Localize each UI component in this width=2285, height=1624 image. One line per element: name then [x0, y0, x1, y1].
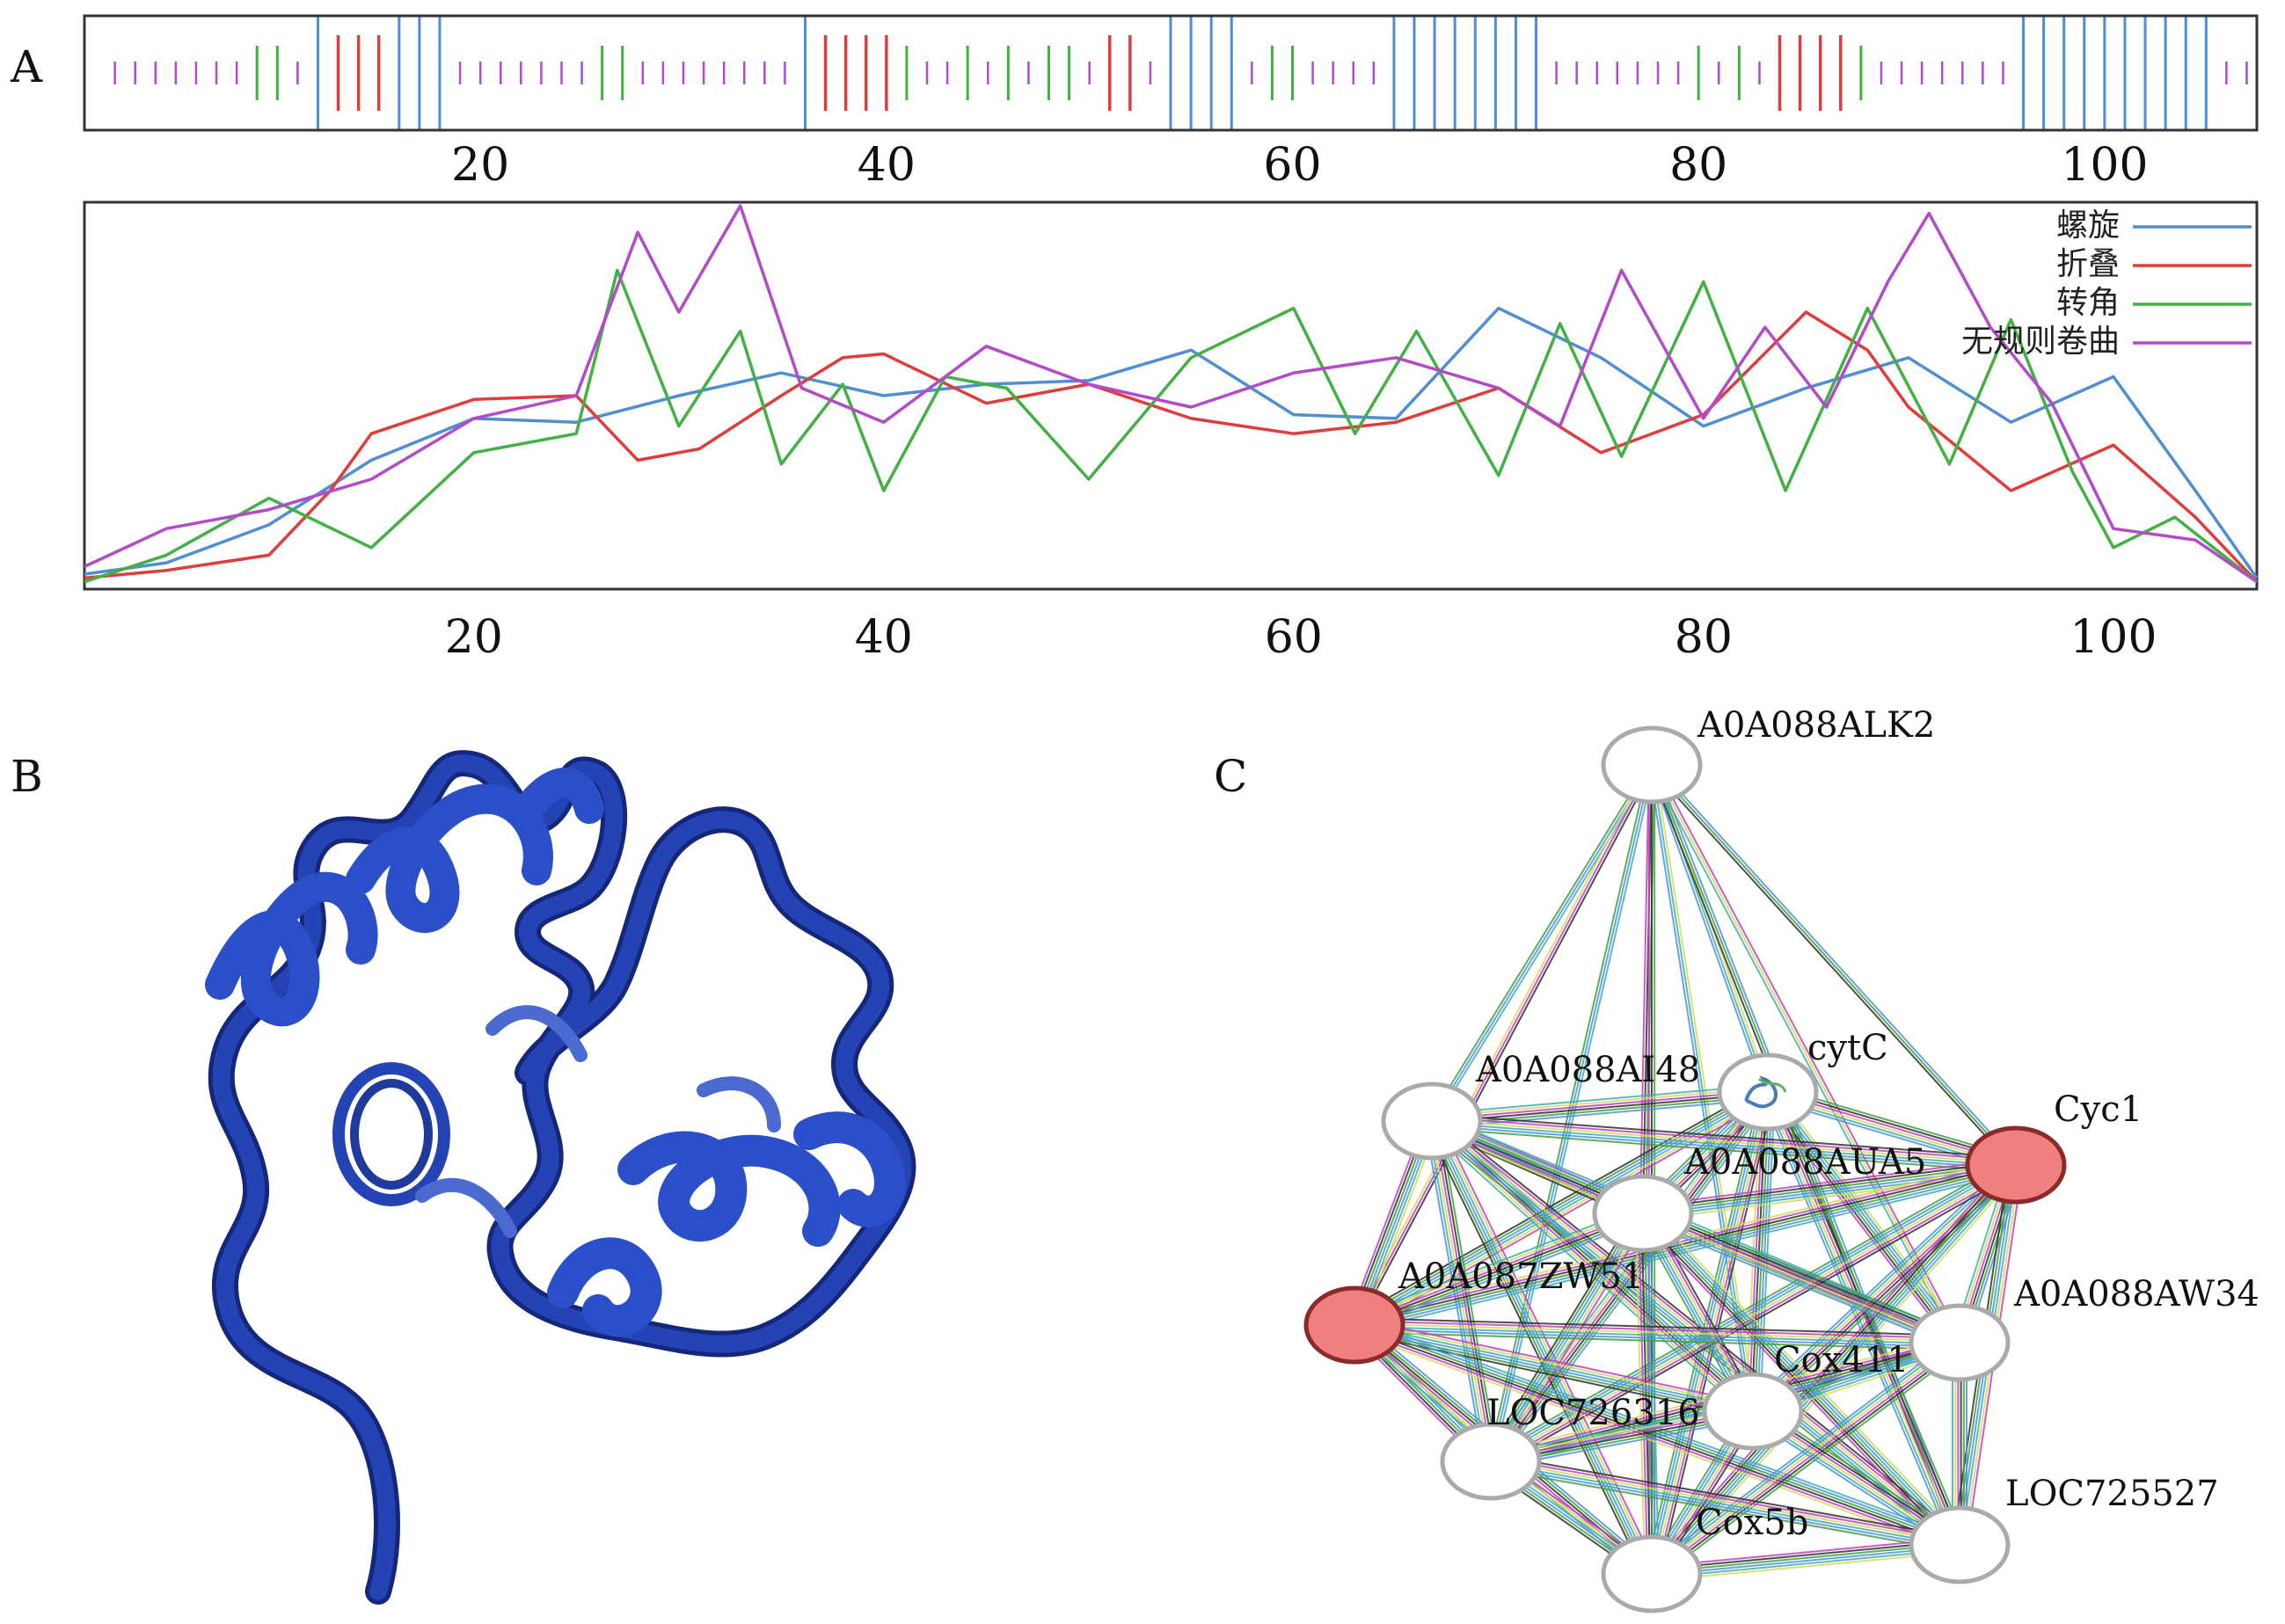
node-label: Cox411 [1774, 1340, 1909, 1380]
legend-label-helix: 螺旋 [2056, 208, 2120, 244]
node-Cox5b [1601, 1534, 1703, 1613]
node-label: A0A087ZW51 [1398, 1256, 1644, 1297]
chart-lines [84, 204, 2259, 584]
edge-A0A088AI48-Cyc1 [1431, 1113, 2017, 1173]
node-label: Cyc1 [2054, 1089, 2143, 1130]
chart-frame [83, 200, 2259, 591]
interaction-network: A0A088ALK2 cytC A0A088AI48 Cyc1 A0A088AUA5 A0… [1303, 705, 2259, 1613]
legend-label-turn: 转角 [2056, 285, 2120, 321]
edge-cytC-A0A088AW34 [1761, 1087, 1967, 1348]
node-label: LOC726316 [1486, 1393, 1700, 1433]
network-nodes [1303, 725, 2067, 1613]
track-marks [113, 17, 2248, 129]
panel-label-b: B [11, 751, 43, 802]
node-A0A088AW34 [1909, 1303, 2011, 1382]
edge-A0A088ALK2-A0A088AW34 [1648, 763, 1963, 1344]
panel-label-a: A [10, 41, 43, 92]
node-label: cytC [1807, 1028, 1888, 1068]
node-label: A0A088AUA5 [1683, 1142, 1926, 1183]
node-cytC [1717, 1052, 1819, 1132]
node-label: A0A088AW34 [2013, 1274, 2259, 1314]
edge-A0A088ALK2-A0A088AI48 [1428, 762, 1655, 1124]
node-label: A0A088AI48 [1475, 1050, 1700, 1090]
secondary-structure-track: 20 40 60 80 100 [83, 14, 2259, 192]
track-tick-label: 40 [858, 139, 916, 192]
edge-A0A088AW34-Cox5b [1646, 1336, 1965, 1581]
chart-tick-label: 60 [1265, 611, 1323, 664]
chart-tick-label: 40 [855, 611, 913, 664]
series-line-helix [84, 306, 2259, 579]
legend-label-strand: 折叠 [2056, 246, 2120, 282]
node-Cox411 [1702, 1372, 1804, 1451]
network-labels: A0A088ALK2 cytC A0A088AI48 Cyc1 A0A088AUA5 A0… [1398, 705, 2259, 1543]
edge-A0A088ALK2-A0A087ZW51 [1351, 763, 1655, 1327]
series-line-turn [84, 268, 2259, 584]
protein-ribbon-structure [205, 750, 916, 1605]
edge-A0A087ZW51-A0A088AW34 [1354, 1317, 1960, 1351]
node-label: A0A088ALK2 [1697, 705, 1935, 746]
node-LOC725527 [1909, 1505, 2011, 1584]
edge-A0A088AUA5-A0A088AW34 [1639, 1205, 1963, 1351]
track-tick-label: 100 [2061, 139, 2148, 192]
node-label: Cox5b [1696, 1503, 1808, 1543]
track-tick-label: 60 [1263, 139, 1321, 192]
node-structure-glyph-2 [1757, 1077, 1787, 1093]
edge-LOC725527-Cox5b [1651, 1537, 1960, 1582]
ribbon-helix-coil [332, 1062, 450, 1206]
track-tick-label: 80 [1669, 139, 1727, 192]
track-tick-label: 20 [451, 139, 509, 192]
node-A0A088ALK2 [1601, 725, 1703, 805]
legend-label-coil: 无规则卷曲 [1961, 324, 2120, 360]
ribbon-helix-right [547, 1111, 906, 1337]
node-Cyc1 [1965, 1125, 2067, 1205]
edge-A0A088AUA5-A0A087ZW51 [1351, 1205, 1646, 1333]
chart-tick-labels: 20 40 60 80 100 [445, 611, 2157, 664]
edge-LOC726316-LOC725527 [1489, 1453, 1961, 1553]
ribbon-helix-coil-inner [350, 1079, 433, 1190]
node-label: LOC725527 [2005, 1474, 2219, 1514]
node-LOC726316 [1440, 1422, 1542, 1501]
node-A0A088AI48 [1381, 1081, 1483, 1161]
ribbon-loop-light [415, 1005, 781, 1238]
edge-A0A088AI48-Cox5b [1424, 1118, 1660, 1577]
panel-label-c: C [1214, 751, 1247, 802]
edge-Cyc1-A0A088AUA5 [1641, 1157, 2018, 1221]
node-A0A088AUA5 [1592, 1174, 1694, 1253]
chart-tick-label: 100 [2070, 611, 2157, 664]
chart-tick-label: 80 [1675, 611, 1733, 664]
node-A0A087ZW51 [1303, 1285, 1405, 1365]
series-line-coil [84, 204, 2258, 584]
node-structure-glyph [1744, 1075, 1778, 1109]
track-tick-labels: 20 40 60 80 100 [451, 139, 2148, 192]
chart-tick-label: 20 [445, 611, 503, 664]
ribbon-helix-top [205, 768, 604, 1027]
edge-A0A088ALK2-Cyc1 [1648, 762, 2019, 1168]
ribbon-backbone [212, 754, 912, 1600]
